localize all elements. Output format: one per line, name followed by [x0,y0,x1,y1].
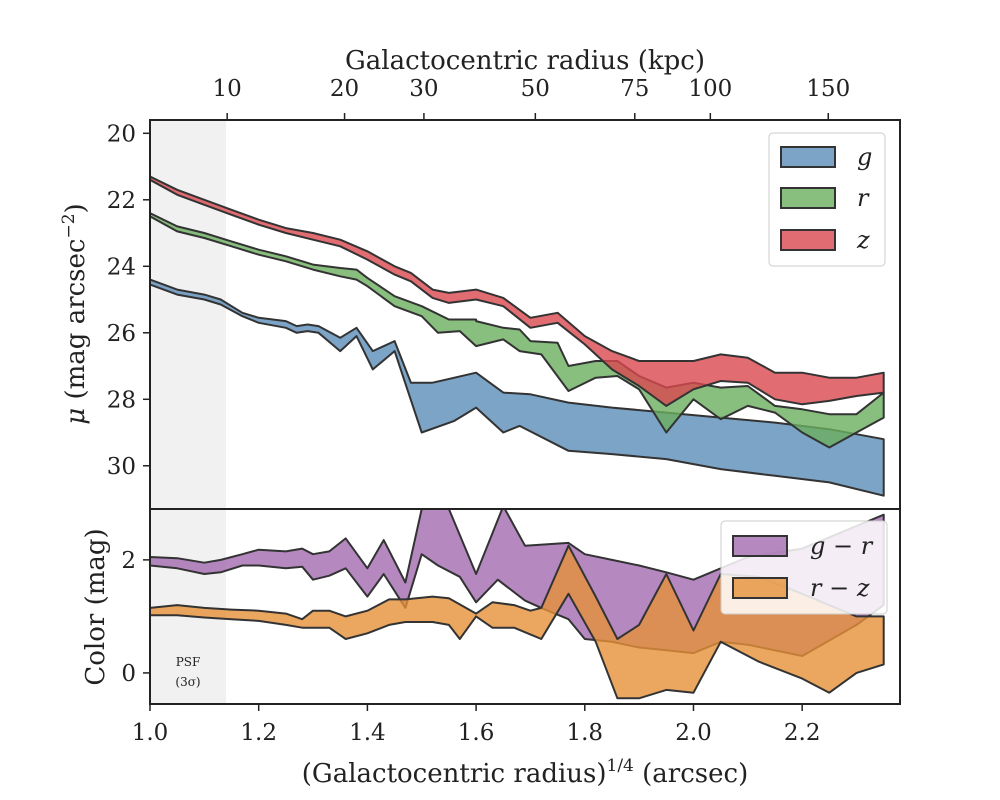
top-legend-label-r: r [857,184,870,212]
bottom-y-tick-label: 0 [121,661,136,687]
bottom-x-tick-label: 2.2 [784,720,821,746]
bottom-legend-swatch-g-r [732,535,788,557]
top-x-tick-label: 75 [620,76,649,102]
bottom-x-axis-title: (Galactocentric radius)1/4 (arcsec) [302,756,748,789]
psf-sigma-label: (3σ) [175,675,200,689]
x-axis-title-main: (Galactocentric radius) [302,759,607,789]
bottom-legend: g − r r − z [720,520,888,615]
top-legend: grz [768,132,886,267]
top-psf-shade [150,120,226,509]
top-legend-swatch-z [780,229,836,251]
top-y-tick-label: 24 [107,254,136,280]
top-legend-swatch-g [780,146,836,168]
top-y-tick-label: 28 [107,387,136,413]
top-x-tick-label: 50 [521,76,550,102]
y-axis-title-main: (mag arcsec [61,239,91,408]
top-band-g [150,278,885,497]
top-y-tick-label: 30 [107,454,136,480]
x-axis-title-sup: 1/4 [607,756,634,776]
bottom-y-axis-title: Color (mag) [81,528,111,685]
top-legend-swatch-r [780,187,836,209]
bottom-x-tick-label: 1.6 [458,720,495,746]
psf-label: PSF [176,655,201,669]
top-y-axis-title: μ (mag arcsec−2) [59,203,91,424]
bottom-y-tick-label: 2 [121,548,136,574]
color-panel: 0 2 1.0 1.2 1.4 1.6 1.8 2.0 2.2 PSF (3σ) (Galac… [81,508,901,789]
top-x-tick-label: 30 [409,76,438,102]
top-y-tick-label: 22 [107,188,136,214]
bottom-legend-label-g-r: g − r [810,532,874,560]
y-axis-title-mu: μ [61,408,91,425]
bottom-x-tick-label: 1.4 [349,720,386,746]
top-legend-label-g: g [857,143,872,171]
bottom-panel-frame [149,508,901,705]
top-x-tick-label: 20 [330,76,359,102]
y-axis-title-sup: −2 [59,213,79,238]
top-x-axis-title: Galactocentric radius (kpc) [345,46,705,76]
top-x-tick-label: 10 [213,76,242,102]
top-band-z [150,175,885,407]
top-legend-label-z: z [856,226,870,254]
top-y-tick-label: 20 [107,121,136,147]
bottom-legend-label-r-z: r − z [810,574,870,602]
surface-brightness-panel: 20 22 24 26 28 30 10 20 30 50 75 100 150 Galactocen… [59,46,901,510]
top-x-tick-label: 100 [688,76,732,102]
bottom-x-tick-label: 2.0 [675,720,712,746]
top-x-tick-label: 150 [806,76,850,102]
x-axis-title-suffix: (arcsec) [634,759,748,789]
y-axis-title-suffix: ) [61,203,91,213]
bottom-x-tick-label: 1.8 [566,720,603,746]
bottom-legend-swatch-r-z [732,577,788,599]
bottom-x-tick-label: 1.0 [132,720,169,746]
top-y-tick-label: 26 [107,321,136,347]
bottom-band-r-z [150,544,885,700]
top-band-r [150,212,885,449]
bottom-x-tick-label: 1.2 [240,720,277,746]
